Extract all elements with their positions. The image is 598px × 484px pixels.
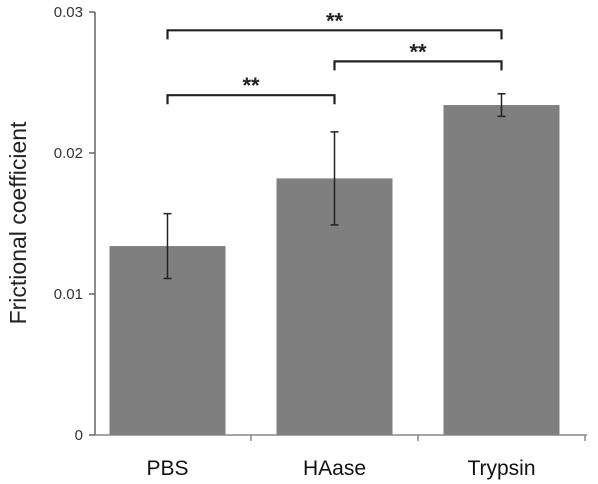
- significance-label-2: **: [326, 8, 344, 33]
- y-tick-label-1: 0.01: [54, 286, 83, 303]
- y-tick-label-0: 0: [75, 427, 83, 444]
- significance-label-1: **: [409, 39, 427, 64]
- significance-bracket-0: [166, 94, 336, 105]
- category-label-haase: HAase: [303, 457, 366, 480]
- y-tick-label-2: 0.02: [54, 145, 83, 162]
- plot-area: 0 0.01 0.02 0.03 PBS HAase Trypsin ** ** **: [54, 4, 587, 480]
- significance-bracket-2: [166, 29, 503, 40]
- significance-bracket-1: [333, 60, 503, 71]
- significance-label-0: **: [242, 73, 260, 98]
- y-tick-label-3: 0.03: [54, 4, 83, 21]
- bar-trypsin: [443, 105, 560, 435]
- category-label-pbs: PBS: [146, 457, 188, 480]
- y-axis-title: Frictional coefficient: [5, 121, 31, 324]
- category-label-trypsin: Trypsin: [467, 457, 535, 480]
